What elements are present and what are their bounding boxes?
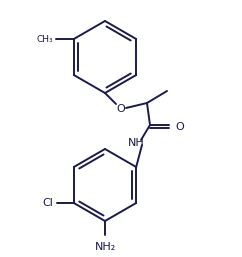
Text: CH₃: CH₃: [36, 34, 53, 43]
Text: NH: NH: [128, 138, 144, 148]
Text: O: O: [117, 104, 125, 114]
Text: NH₂: NH₂: [94, 242, 116, 252]
Text: O: O: [175, 122, 184, 132]
Text: Cl: Cl: [42, 198, 53, 208]
